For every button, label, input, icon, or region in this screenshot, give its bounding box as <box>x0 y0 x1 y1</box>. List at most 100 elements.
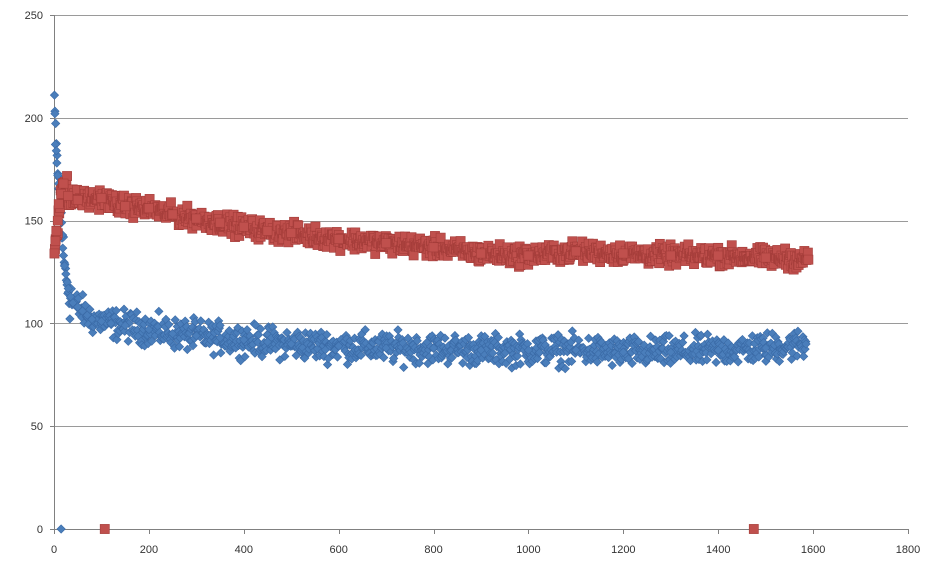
series-0-point <box>255 324 266 334</box>
series-0-point <box>332 352 343 362</box>
series-0-point <box>123 336 133 346</box>
x-tick-label: 1200 <box>611 544 635 556</box>
series-1-point <box>58 178 69 189</box>
series-0-point <box>356 350 366 361</box>
series-0-point <box>58 250 69 261</box>
series-0-point <box>379 352 389 363</box>
series-0-point <box>412 336 422 346</box>
series-1-point <box>143 203 154 214</box>
series-0-point <box>381 343 391 353</box>
series-0-point <box>106 318 116 329</box>
series-0-point <box>713 345 723 355</box>
x-tick-label: 600 <box>329 544 347 556</box>
series-1-point <box>760 252 771 263</box>
series-0-point <box>59 261 70 271</box>
series-0-point <box>702 355 712 365</box>
series-1-point <box>238 221 249 232</box>
series-1-point <box>570 246 581 257</box>
series-0-point <box>240 352 250 362</box>
series-0-point <box>566 356 577 366</box>
x-tick-label: 1400 <box>706 544 730 556</box>
series-1-point <box>120 201 131 212</box>
series-0-point <box>132 307 142 317</box>
series-0-point <box>360 325 370 335</box>
series-0-point <box>678 337 688 348</box>
series-1-point <box>167 209 178 220</box>
series-0-point <box>458 358 468 368</box>
series-0-point <box>607 360 617 371</box>
series-0-point <box>239 335 249 345</box>
series-0-point <box>399 362 409 372</box>
series-1-point <box>408 250 419 261</box>
series-0-point <box>286 339 296 349</box>
series-0-point <box>167 329 178 339</box>
series-0-point <box>242 325 252 335</box>
y-tick-label: 100 <box>25 318 43 330</box>
series-0-point <box>440 333 450 343</box>
y-tick-label: 250 <box>25 10 43 22</box>
series-0-point <box>476 345 486 355</box>
series-0-point <box>251 320 261 330</box>
series-0-point <box>144 324 154 335</box>
series-0-point <box>787 348 797 358</box>
series-0-point <box>73 302 83 312</box>
tick-labels: 0 50 100 150 200 250 0 200 400 600 800 1000 1200 1400… <box>25 10 921 556</box>
series-1-point <box>748 524 759 534</box>
series-0-point <box>322 360 333 370</box>
y-tick-label: 0 <box>37 524 43 536</box>
series-0-point <box>88 327 98 338</box>
series-0-point <box>191 331 201 341</box>
series-0-point <box>52 158 62 168</box>
series-1-point <box>215 217 225 228</box>
series-0-point <box>666 347 676 357</box>
series-0-point <box>393 325 403 335</box>
series-1-point <box>191 213 202 224</box>
series-0-point <box>702 329 713 339</box>
series-0-point <box>96 316 107 326</box>
series-1-point <box>50 236 61 247</box>
series-0-point <box>196 316 206 326</box>
series-0-point <box>761 343 771 353</box>
series-0-point <box>786 354 797 364</box>
series-0-point <box>737 334 748 345</box>
series-0-point <box>592 357 602 367</box>
series-0-point <box>51 146 61 156</box>
series-0-point <box>63 283 73 294</box>
series-0-point <box>754 352 764 362</box>
series-0-point <box>747 331 758 341</box>
series-0-point <box>801 339 811 349</box>
series-1-point <box>310 221 321 232</box>
series-0-point <box>174 342 185 352</box>
series-0-point <box>164 319 174 330</box>
series-0-point <box>487 348 498 358</box>
series-0-point <box>664 331 674 341</box>
series-1-point <box>262 225 273 236</box>
series-1-point <box>53 199 64 210</box>
x-tick-label: 0 <box>51 544 57 556</box>
series-0-point <box>584 333 594 343</box>
series-1-point <box>435 232 446 243</box>
series-1-point <box>523 250 534 261</box>
series-1-point <box>381 238 392 249</box>
series-0-point <box>77 306 88 316</box>
series-0-point <box>571 345 581 355</box>
series-0-point <box>711 357 721 367</box>
series-0-point <box>633 336 644 347</box>
x-tick-label: 400 <box>235 544 253 556</box>
series-1-point <box>803 254 814 265</box>
series-0-point <box>56 524 66 534</box>
series-0-point <box>493 332 503 343</box>
series-0-point <box>792 351 802 361</box>
series-0-point <box>280 351 290 361</box>
series-0-point <box>154 306 164 317</box>
series-0-point <box>215 333 225 343</box>
x-tick-label: 200 <box>140 544 158 556</box>
series-0-point <box>512 351 523 361</box>
series-0-point <box>120 320 130 331</box>
series-0-point <box>188 340 198 351</box>
series-0-point <box>282 327 292 338</box>
series-1-point <box>49 248 60 259</box>
series-0-point <box>262 337 273 347</box>
series-0-point <box>532 353 543 364</box>
